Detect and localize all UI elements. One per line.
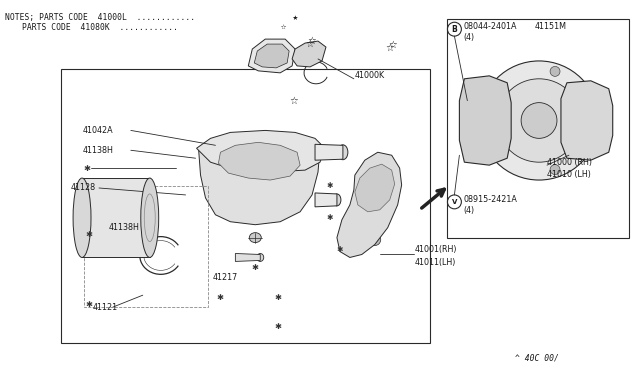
Text: ✱: ✱ — [252, 263, 259, 272]
Circle shape — [369, 234, 381, 246]
Ellipse shape — [73, 178, 91, 257]
Circle shape — [369, 169, 381, 181]
Text: ^ 40C 00/: ^ 40C 00/ — [515, 354, 559, 363]
Text: ✱: ✱ — [83, 164, 90, 173]
Circle shape — [479, 61, 599, 180]
Bar — [61, 69, 429, 343]
Circle shape — [550, 67, 560, 76]
Polygon shape — [355, 164, 395, 212]
Circle shape — [492, 85, 502, 95]
Polygon shape — [460, 76, 511, 165]
Polygon shape — [248, 39, 295, 73]
Text: 41121: 41121 — [93, 302, 118, 312]
Text: B: B — [452, 25, 458, 34]
Text: 41000 (RH): 41000 (RH) — [547, 158, 592, 167]
Ellipse shape — [333, 194, 341, 206]
Text: 41042A: 41042A — [83, 126, 114, 135]
Ellipse shape — [257, 253, 264, 262]
Text: ☆: ☆ — [290, 96, 298, 106]
Bar — [84, 186, 209, 307]
Text: (4): (4) — [463, 33, 474, 42]
Text: 08915-2421A: 08915-2421A — [463, 195, 517, 204]
Bar — [447, 19, 628, 238]
Polygon shape — [218, 142, 300, 180]
Text: 41001(RH): 41001(RH) — [415, 245, 457, 254]
Text: ✱: ✱ — [327, 213, 333, 222]
Circle shape — [550, 165, 560, 174]
Text: 41011(LH): 41011(LH) — [415, 258, 456, 267]
Text: ✱: ✱ — [275, 323, 282, 331]
Text: ☆: ☆ — [22, 23, 287, 32]
Circle shape — [521, 103, 557, 138]
Text: V: V — [452, 199, 457, 205]
Text: ✱: ✱ — [327, 180, 333, 189]
Text: (4): (4) — [463, 206, 474, 215]
Text: ☆: ☆ — [306, 39, 314, 49]
Text: 41000K: 41000K — [355, 71, 385, 80]
Polygon shape — [236, 253, 260, 262]
Ellipse shape — [338, 145, 348, 160]
Text: ✱: ✱ — [86, 299, 93, 309]
Polygon shape — [254, 44, 289, 68]
Circle shape — [470, 113, 484, 128]
Text: ✱: ✱ — [337, 245, 343, 254]
Text: 41151M: 41151M — [535, 22, 567, 31]
Circle shape — [492, 146, 502, 156]
Polygon shape — [561, 81, 612, 160]
Text: 41138H: 41138H — [109, 223, 140, 232]
Circle shape — [586, 116, 596, 125]
Text: 41138H: 41138H — [83, 146, 114, 155]
Polygon shape — [315, 144, 343, 160]
Text: ☆: ☆ — [308, 36, 316, 46]
Polygon shape — [82, 178, 150, 257]
Text: ✱: ✱ — [275, 293, 282, 302]
Text: 41128: 41128 — [71, 183, 96, 192]
Ellipse shape — [250, 232, 261, 243]
Polygon shape — [315, 193, 337, 207]
Text: PARTS CODE  41080K  ............: PARTS CODE 41080K ............ — [22, 23, 179, 32]
Polygon shape — [196, 131, 325, 172]
Text: 08044-2401A: 08044-2401A — [463, 22, 517, 31]
Text: 41217: 41217 — [212, 273, 237, 282]
Text: NOTES; PARTS CODE  41000L  ............: NOTES; PARTS CODE 41000L ............ — [5, 13, 195, 22]
Text: ☆: ☆ — [388, 40, 397, 50]
Text: 41010 (LH): 41010 (LH) — [547, 170, 591, 179]
Text: ✱: ✱ — [217, 293, 224, 302]
Polygon shape — [292, 41, 326, 67]
Circle shape — [497, 79, 581, 162]
Polygon shape — [198, 148, 320, 225]
Polygon shape — [337, 152, 402, 257]
Ellipse shape — [141, 178, 159, 257]
Text: ✱: ✱ — [86, 230, 93, 239]
Text: ☆: ☆ — [385, 43, 394, 53]
Text: ★: ★ — [5, 13, 299, 22]
